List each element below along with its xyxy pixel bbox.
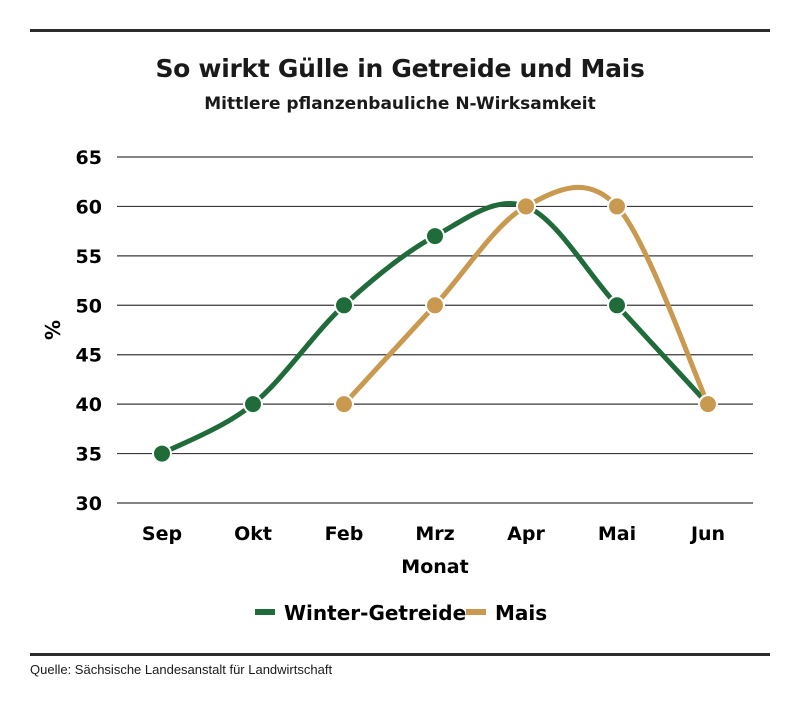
data-point [334,295,354,316]
y-tick-label: 45 [76,345,102,367]
x-tick-label: Sep [142,523,182,545]
data-point [243,394,263,415]
y-tick-label: 30 [76,493,102,515]
y-axis-label: % [41,320,65,340]
legend-label: Winter-Getreide [284,601,466,625]
series-layer [152,184,718,464]
data-point [152,443,172,464]
y-tick-label: 65 [76,147,102,169]
x-tick-label: Okt [234,523,272,545]
top-rule [30,29,770,32]
data-point [607,295,627,316]
source-note: Quelle: Sächsische Landesanstalt für Lan… [30,662,333,677]
legend: Winter-Getreide Mais [255,601,547,625]
data-point [425,226,445,247]
chart-subtitle: Mittlere pflanzenbauliche N-Wirksamkeit [204,94,596,114]
data-point [607,196,627,217]
data-point [516,196,536,217]
bottom-rule [30,653,770,656]
y-tick-label: 60 [76,196,102,218]
legend-label: Mais [495,601,547,625]
x-tick-label: Feb [325,523,364,545]
series-line [341,184,711,407]
grid-lines [117,156,753,504]
x-axis-ticks: Sep Okt Feb Mrz Apr Mai Jun [142,523,725,545]
data-point [698,394,718,415]
y-tick-label: 55 [76,246,102,268]
x-tick-label: Mrz [415,523,454,545]
x-tick-label: Mai [598,523,636,545]
y-tick-label: 35 [76,444,102,466]
x-tick-label: Jun [689,523,725,545]
series-mais [334,184,718,415]
y-axis-ticks: 30 35 40 45 50 55 60 65 [76,147,102,515]
x-tick-label: Apr [507,523,545,545]
series-winter-getreide [152,196,718,464]
y-tick-label: 40 [76,394,102,416]
x-axis-label: Monat [401,556,468,578]
y-tick-label: 50 [76,295,102,317]
chart-title: So wirkt Gülle in Getreide und Mais [155,54,645,83]
data-point [425,295,445,316]
data-point [334,394,354,415]
